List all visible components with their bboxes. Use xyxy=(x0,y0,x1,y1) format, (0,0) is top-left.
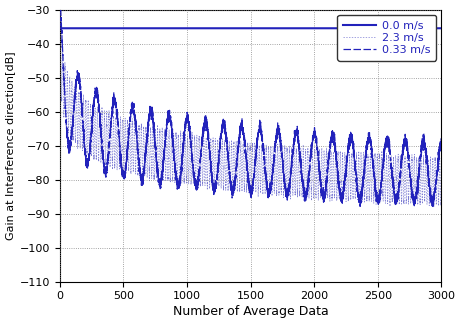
0.0 m/s xyxy=(436,26,441,30)
2.3 m/s xyxy=(150,135,155,139)
2.3 m/s xyxy=(431,204,437,208)
2.3 m/s xyxy=(57,7,63,11)
0.0 m/s xyxy=(148,26,154,30)
Line: 2.3 m/s: 2.3 m/s xyxy=(60,9,442,206)
2.3 m/s xyxy=(228,169,234,173)
X-axis label: Number of Average Data: Number of Average Data xyxy=(173,306,329,318)
2.3 m/s xyxy=(436,201,441,204)
0.33 m/s xyxy=(436,162,441,166)
0.0 m/s xyxy=(201,26,207,30)
2.3 m/s xyxy=(201,136,207,140)
0.33 m/s xyxy=(146,118,151,122)
Y-axis label: Gain at Interference direction[dB]: Gain at Interference direction[dB] xyxy=(6,51,16,240)
2.3 m/s xyxy=(146,130,151,134)
0.0 m/s xyxy=(146,26,151,30)
2.3 m/s xyxy=(148,129,154,133)
0.0 m/s xyxy=(150,26,155,30)
0.33 m/s xyxy=(228,179,234,183)
0.33 m/s xyxy=(430,204,436,208)
Legend: 0.0 m/s, 2.3 m/s, 0.33 m/s: 0.0 m/s, 2.3 m/s, 0.33 m/s xyxy=(337,15,436,61)
0.33 m/s xyxy=(201,127,207,131)
0.0 m/s xyxy=(439,26,444,30)
0.0 m/s xyxy=(228,26,234,30)
Line: 0.33 m/s: 0.33 m/s xyxy=(60,9,442,206)
0.33 m/s xyxy=(148,112,154,116)
0.0 m/s xyxy=(57,26,63,30)
0.33 m/s xyxy=(150,109,155,113)
0.33 m/s xyxy=(439,145,444,148)
0.33 m/s xyxy=(57,7,63,11)
2.3 m/s xyxy=(439,182,444,186)
